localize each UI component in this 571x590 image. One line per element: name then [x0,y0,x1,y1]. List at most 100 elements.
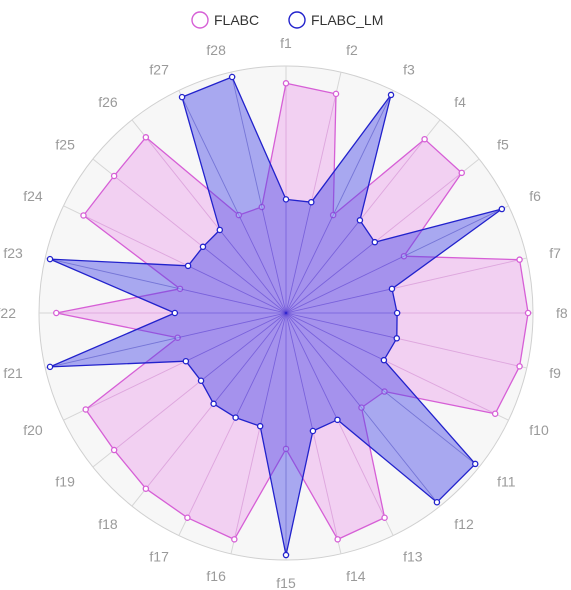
data-point-flabc-lm-f16[interactable] [256,422,264,430]
data-point-flabc-f12[interactable] [358,404,365,411]
axis-labels: f1 f2 f3 f4 f5 f6 f7 f8 f9 f10 f11 f12 f13 f14 f15 f16 f… [0,35,568,590]
data-point-flabc-lm-f17[interactable] [232,414,239,421]
axis-label-f7: f7 [549,245,561,261]
data-point-flabc-lm-f3[interactable] [387,91,395,99]
axis-label-f3: f3 [403,62,415,78]
series-spoke-flabc-lm-f27 [181,96,287,314]
series-spoke-flabc-f24 [83,215,287,314]
data-point-flabc-f3[interactable] [329,211,337,219]
axis-label-f5: f5 [497,137,509,153]
data-point-flabc-f24[interactable] [80,212,87,219]
data-point-flabc-f19[interactable] [110,446,118,454]
axis-label-f27: f27 [149,62,169,78]
data-point-flabc-f6[interactable] [400,252,408,260]
series-spoke-flabc-lm-f12 [285,312,438,503]
series-spoke-flabc-f18 [145,312,287,489]
data-point-flabc-f22[interactable] [53,309,60,317]
data-point-flabc-f20[interactable] [82,406,89,413]
data-point-flabc-f23[interactable] [176,285,184,293]
axis-label-f18: f18 [98,516,118,532]
series-spoke-flabc-f4 [285,138,425,314]
data-point-flabc-f2[interactable] [332,90,340,98]
data-point-flabc-f1[interactable] [282,80,290,87]
data-point-flabc-lm-f6[interactable] [498,205,506,213]
data-point-flabc-f14[interactable] [334,536,341,543]
data-point-flabc-f27[interactable] [235,211,243,219]
axis-label-f17: f17 [149,548,169,564]
data-point-flabc-lm-f8[interactable] [393,309,401,317]
data-point-flabc-lm-f4[interactable] [356,217,364,224]
series-spoke-flabc-f21 [177,312,287,339]
data-point-flabc-f8[interactable] [524,309,532,317]
data-point-flabc-f9[interactable] [516,363,523,370]
series-spoke-flabc-lm-f11 [285,312,476,465]
data-point-flabc-f7[interactable] [516,256,523,263]
series-spoke-flabc-f27 [238,214,287,314]
data-point-flabc-f18[interactable] [142,485,150,492]
legend-label-flabc-lm: FLABC_LM [311,12,383,28]
axis-label-f4: f4 [454,94,466,110]
data-point-flabc-lm-f9[interactable] [393,335,401,342]
series-spoke-flabc-lm-f7 [285,288,393,314]
data-point-flabc-lm-f14[interactable] [309,427,317,435]
data-point-flabc-lm-f22[interactable] [171,309,179,317]
data-point-flabc-f5[interactable] [458,169,465,177]
data-point-flabc-f17[interactable] [184,514,191,521]
data-point-flabc-lm-f15[interactable] [282,551,290,559]
data-point-flabc-lm-f27[interactable] [178,93,186,101]
axis-label-f23: f23 [3,245,23,261]
series-spoke-flabc-lm-f18 [213,312,287,405]
axis-label-f6: f6 [529,188,541,204]
data-point-flabc-lm-f23[interactable] [46,255,54,263]
axis-label-f9: f9 [549,365,561,381]
data-point-flabc-lm-f20[interactable] [182,357,190,365]
series-spoke-flabc-f25 [113,175,287,314]
series-spoke-flabc-lm-f25 [202,246,287,314]
data-point-flabc-lm-f21[interactable] [46,363,54,371]
series-flabc-lm [46,73,506,559]
series-spoke-flabc-lm-f5 [285,241,376,314]
data-point-flabc-lm-f12[interactable] [433,499,441,506]
legend-swatch-flabc [191,11,209,29]
data-point-flabc-lm-f26[interactable] [216,226,224,234]
data-point-flabc-lm-f5[interactable] [371,238,379,246]
data-point-flabc-f25[interactable] [110,172,118,180]
axis-label-f26: f26 [98,94,118,110]
data-point-flabc-lm-f10[interactable] [380,356,388,364]
series-spoke-flabc-f28 [261,206,287,314]
series-spoke-flabc-f3 [285,214,334,314]
data-point-flabc-f28[interactable] [258,203,266,211]
data-point-flabc-lm-f11[interactable] [472,460,479,468]
data-point-flabc-f10[interactable] [491,410,499,417]
series-spoke-flabc-lm-f21 [49,312,287,368]
legend-item-flabc-lm[interactable]: FLABC_LM [288,11,383,29]
data-point-flabc-f11[interactable] [381,388,388,395]
axis-label-f15: f15 [276,575,296,590]
series-spoke-flabc-f14 [285,312,339,540]
series-spoke-flabc-f13 [285,312,385,518]
data-point-flabc-lm-f19[interactable] [197,377,205,385]
data-point-flabc-lm-f2[interactable] [308,198,315,206]
axis-label-f25: f25 [55,137,75,153]
data-point-flabc-lm-f24[interactable] [184,262,192,270]
data-point-flabc-f4[interactable] [421,135,428,143]
data-point-flabc-lm-f13[interactable] [334,416,341,424]
axis-label-f2: f2 [346,42,358,58]
data-point-flabc-lm-f28[interactable] [228,73,236,81]
axis-label-f24: f24 [23,188,43,204]
series-spoke-flabc-lm-f16 [259,312,287,427]
data-point-flabc-lm-f18[interactable] [210,400,217,408]
data-point-flabc-f26[interactable] [142,134,150,141]
series-spoke-flabc-lm-f20 [185,312,287,362]
axis-label-f13: f13 [403,548,423,564]
data-point-flabc-lm-f7[interactable] [388,285,396,293]
data-point-flabc-f21[interactable] [174,334,181,341]
data-point-flabc-lm-f25[interactable] [199,243,207,251]
legend-item-flabc[interactable]: FLABC [191,11,259,29]
legend[interactable]: FLABC FLABC_LM [191,11,383,29]
data-point-flabc-f16[interactable] [231,536,238,543]
data-point-flabc-f13[interactable] [381,514,388,521]
data-point-flabc-lm-f1[interactable] [282,196,290,203]
data-point-flabc-f15[interactable] [282,445,290,453]
